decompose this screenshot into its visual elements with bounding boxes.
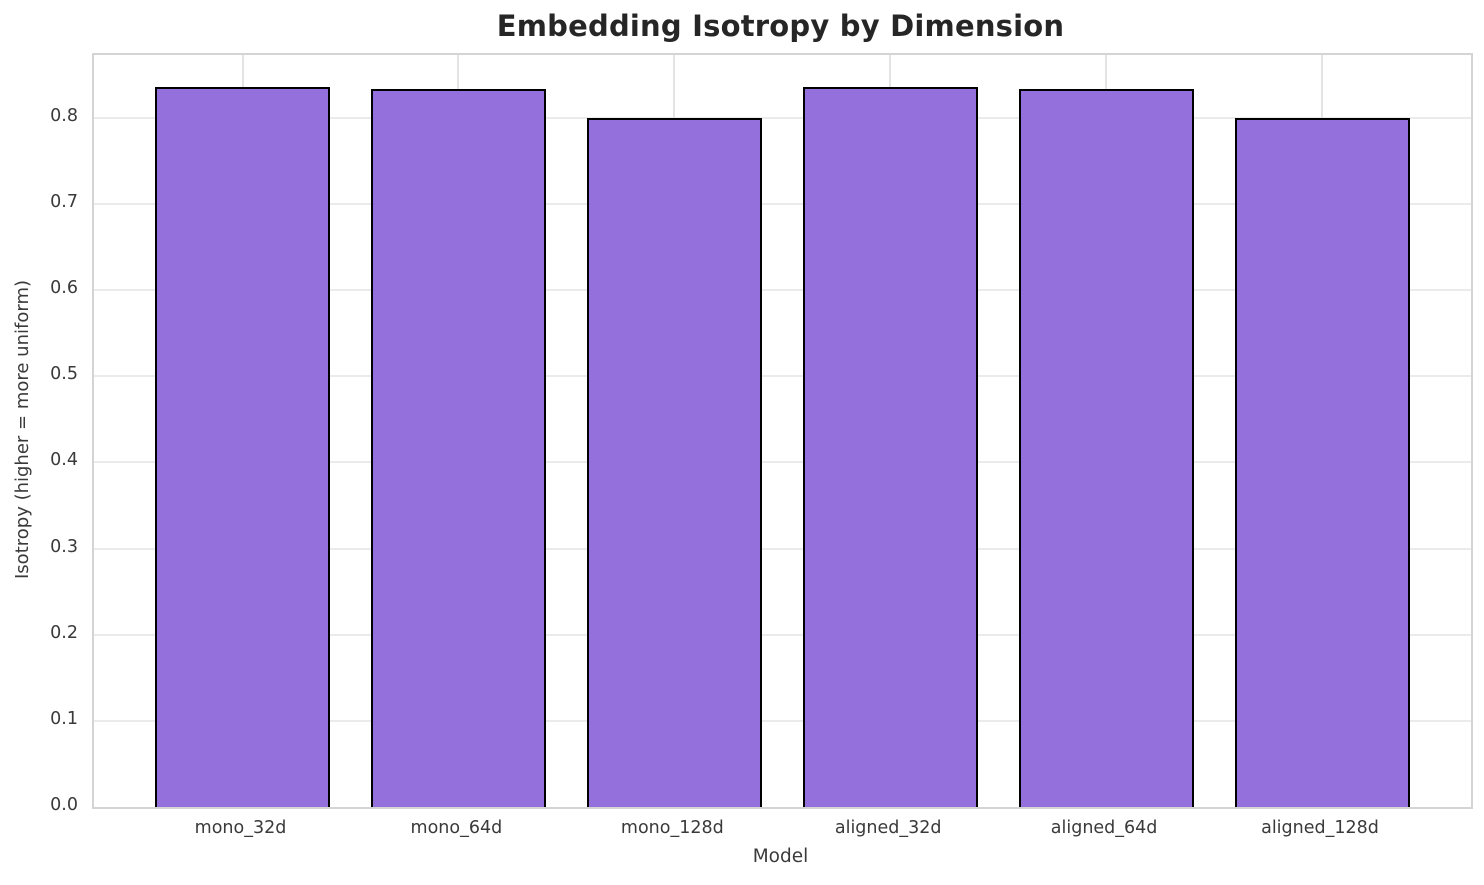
y-gridline: [94, 203, 1471, 206]
x-tick-label: aligned_64d: [1050, 818, 1158, 838]
y-axis-label-text: Isotropy (higher = more uniform): [11, 279, 33, 579]
chart-title: Embedding Isotropy by Dimension: [496, 9, 1065, 43]
y-tick-label: 0.4: [50, 450, 78, 471]
y-gridline: [94, 289, 1471, 292]
x-tick-label: mono_32d: [194, 818, 287, 838]
y-gridline: [94, 719, 1471, 722]
bar-aligned_32d: [802, 86, 978, 807]
y-tick-label: 0.1: [50, 708, 78, 729]
bar-mono_32d: [155, 86, 330, 807]
y-gridline: [94, 375, 1471, 378]
bar-mono_128d: [586, 117, 762, 807]
y-tick-label: 0.5: [50, 364, 78, 385]
y-tick-label: 0.2: [50, 622, 78, 643]
bar-mono_64d: [370, 89, 546, 807]
x-axis-label: Model: [752, 846, 809, 867]
x-tick-label: aligned_128d: [1261, 818, 1379, 838]
y-tick-label: 0.7: [50, 192, 78, 213]
y-tick-label: 0.3: [50, 536, 78, 557]
y-tick-label: 0.0: [50, 795, 78, 815]
x-tick-label: aligned_32d: [834, 818, 942, 838]
y-tick-label: 0.8: [50, 105, 78, 126]
x-tick-label: mono_128d: [620, 818, 724, 838]
y-axis-label: Isotropy (higher = more uniform): [4, 53, 40, 805]
y-gridline: [94, 116, 1471, 119]
y-gridline: [94, 633, 1471, 636]
bar-aligned_64d: [1018, 89, 1194, 807]
bar-aligned_128d: [1234, 117, 1410, 807]
plot-area: [92, 53, 1473, 809]
x-tick-label: mono_64d: [410, 818, 503, 838]
y-tick-label: 0.6: [50, 278, 78, 299]
y-gridline: [94, 547, 1471, 550]
y-gridline: [94, 461, 1471, 464]
